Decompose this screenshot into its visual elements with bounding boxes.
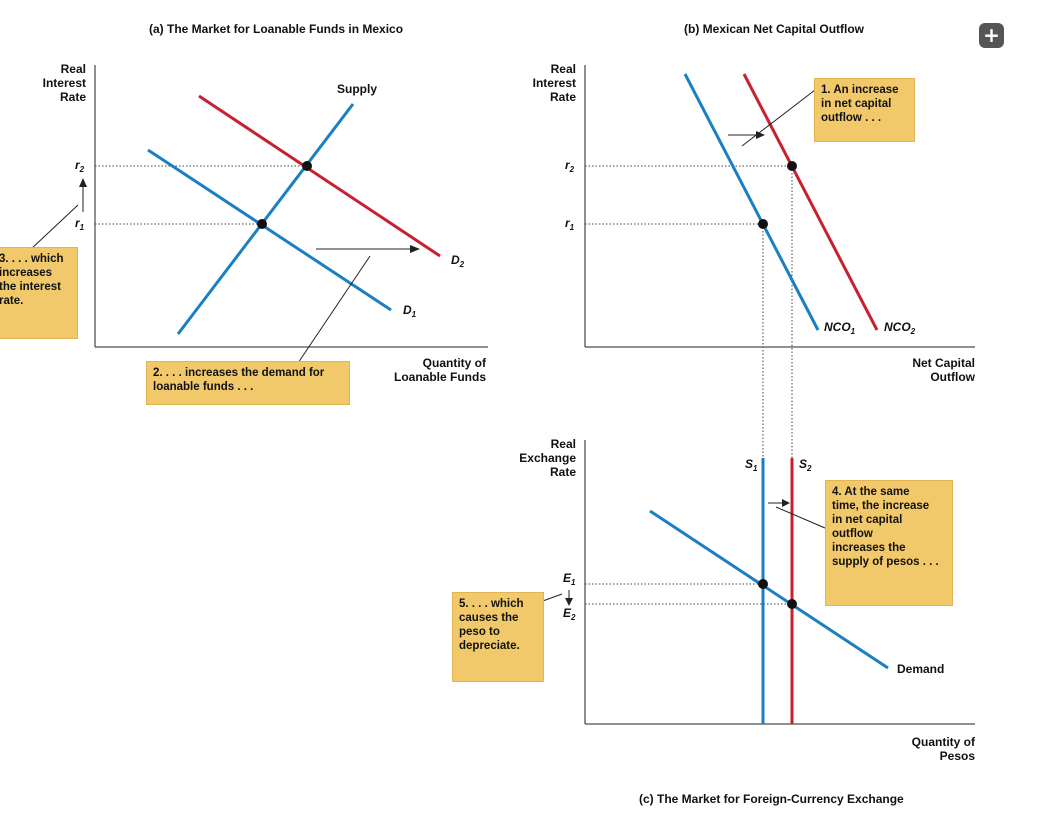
panel-a-y-axis-label: Real Interest Rate <box>42 62 86 104</box>
panel-b-nco1-curve <box>683 73 820 331</box>
panel-c-note4-leader <box>775 506 826 529</box>
panel-c-title: (c) The Market for Foreign-Currency Exch… <box>639 792 904 806</box>
panel-a-d1-curve <box>147 148 392 312</box>
panel-a-eq-point-1 <box>257 219 267 229</box>
panel-c-shift-arrowhead <box>782 499 790 507</box>
panel-a-note-2: 2. . . . increases the demand for loanab… <box>146 361 350 405</box>
panel-c-rate-arrowhead <box>565 598 573 606</box>
panel-a-supply-label: Supply <box>337 82 378 96</box>
panel-c-demand-label: Demand <box>897 662 945 676</box>
panel-a-r1-label: r1 <box>75 216 85 232</box>
panel-c-note-4: 4. At the same time, the increase in net… <box>825 480 953 606</box>
panel-a-d2-curve <box>198 94 441 258</box>
panel-c-s2-label: S2 <box>799 457 812 473</box>
panel-a-r2-label: r2 <box>75 158 85 174</box>
panel-a-supply-curve <box>176 103 355 335</box>
panel-c-point-2 <box>787 599 797 609</box>
panel-b-nco1-label: NCO1 <box>824 320 856 336</box>
panel-c-note-5: 5. . . . which causes the peso to deprec… <box>452 592 544 682</box>
panel-b-y-axis-label: Real Interest Rate <box>532 62 576 104</box>
panel-a-x-axis-label: Quantity of Loanable Funds <box>393 356 486 384</box>
panel-a-rate-arrowhead <box>79 178 87 187</box>
panel-b-note-1: 1. An increase in net capital outflow . … <box>814 78 915 142</box>
panel-b-point-2 <box>787 161 797 171</box>
panel-c-x-axis-label: Quantity of Pesos <box>911 735 975 763</box>
plus-icon: + <box>983 23 1000 47</box>
panel-b-r2-label: r2 <box>565 158 575 174</box>
panel-a-d1-label: D1 <box>403 303 417 319</box>
panel-b-x-axis-label: Net Capital Outflow <box>912 356 975 384</box>
expand-button[interactable]: + <box>979 23 1004 48</box>
panel-b-title: (b) Mexican Net Capital Outflow <box>684 22 865 36</box>
panel-c-s1-label: S1 <box>745 457 758 473</box>
panel-a-note-3: 3. . . . which increases the interest ra… <box>0 247 78 339</box>
panel-c-e1-label: E1 <box>563 571 576 587</box>
panel-a-note2-leader <box>295 255 371 367</box>
panel-c-y-axis-label: Real Exchange Rate <box>519 437 576 479</box>
panel-b-nco2-curve <box>742 73 879 331</box>
panel-c-point-1 <box>758 579 768 589</box>
panel-a-d2-label: D2 <box>451 253 465 269</box>
panel-b-point-1 <box>758 219 768 229</box>
panel-a-eq-point-2 <box>302 161 312 171</box>
panel-b-r1-label: r1 <box>565 216 575 232</box>
panel-a-note3-leader <box>29 204 79 251</box>
panel-c-e2-label: E2 <box>563 606 576 622</box>
panel-b-note1-leader <box>741 89 816 147</box>
panel-a-title: (a) The Market for Loanable Funds in Mex… <box>149 22 404 36</box>
panel-b-nco2-label: NCO2 <box>884 320 916 336</box>
panel-c-demand-curve <box>649 509 889 670</box>
panel-a-shift-arrowhead <box>410 245 420 253</box>
